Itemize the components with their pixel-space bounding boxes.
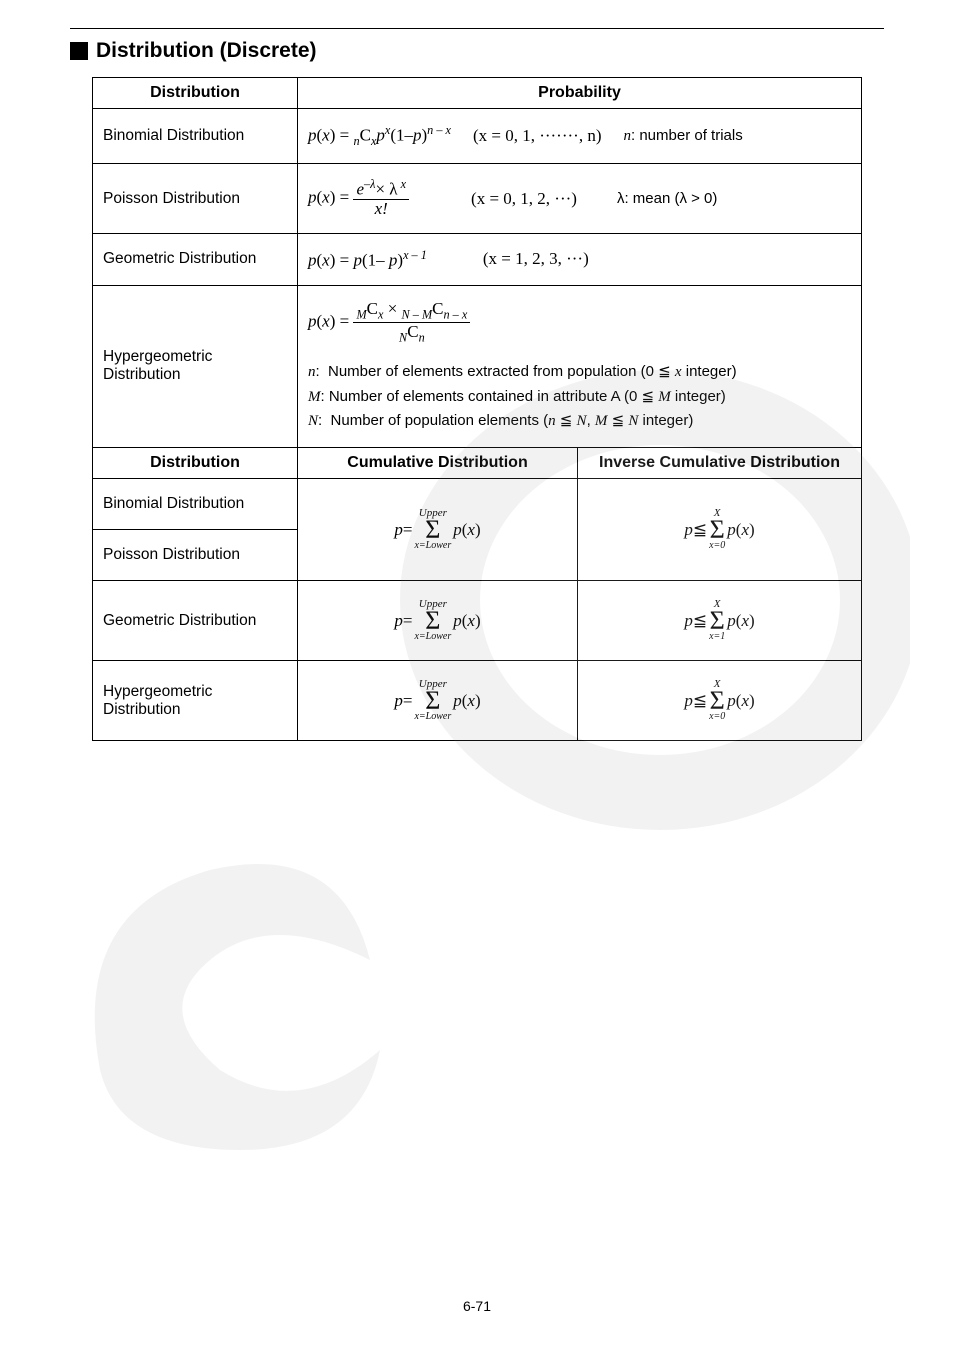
probability-table: Distribution Probability Binomial Distri…: [92, 77, 862, 741]
binomial-label: Binomial Distribution: [93, 109, 298, 164]
hyper-notes: n: Number of elements extracted from pop…: [308, 360, 851, 433]
table-row: Hypergeometric Distribution p = Upper Σ …: [93, 661, 862, 741]
table-row: Geometric Distribution p = Upper Σ x=Low…: [93, 581, 862, 661]
geometric-prob: p(x) = p(1– p)x – 1 (x = 1, 2, 3, ···): [298, 234, 862, 286]
table-header-row-2: Distribution Cumulative Distribution Inv…: [93, 448, 862, 479]
hyper-label-2: Hypergeometric Distribution: [93, 661, 298, 741]
poisson-formula: p(x) = e–λ× λ x x!: [308, 178, 409, 219]
sigma-lower: x=Lower: [414, 541, 451, 551]
table-row: Geometric Distribution p(x) = p(1– p)x –…: [93, 234, 862, 286]
header-cumulative: Cumulative Distribution: [298, 448, 578, 479]
hyper-note-m: M: Number of elements contained in attri…: [308, 385, 851, 409]
poisson-label: Poisson Distribution: [93, 164, 298, 234]
sigma-lower: x=0: [709, 541, 725, 551]
page-number: 6-71: [0, 1298, 954, 1314]
binomial-prob: p(x) = nCxpx(1–p)n – x (x = 0, 1, ······…: [298, 109, 862, 164]
binomial-poisson-icum: p ≦ X Σ x=0 p(x): [578, 479, 862, 581]
hyper-prob: p(x) = MCx × N – MCn – x NCn n: Number o…: [298, 285, 862, 447]
square-bullet-icon: [70, 42, 88, 60]
hyper-formula: p(x) = MCx × N – MCn – x NCn: [308, 300, 851, 345]
geometric-domain: (x = 1, 2, 3, ···): [483, 249, 589, 269]
header-probability: Probability: [298, 78, 862, 109]
poisson-domain: (x = 0, 1, 2, ···): [471, 189, 577, 209]
hyper-cum: p = Upper Σ x=Lower p(x): [298, 661, 578, 741]
table-row: Binomial Distribution p = Upper Σ x=Lowe…: [93, 479, 862, 530]
binomial-formula: p(x) = nCxpx(1–p)n – x: [308, 123, 451, 149]
header-distribution: Distribution: [93, 78, 298, 109]
poisson-note: λ: mean (λ > 0): [617, 190, 717, 207]
page-content: Distribution (Discrete) Distribution Pro…: [0, 0, 954, 741]
header-inverse-cumulative: Inverse Cumulative Distribution: [578, 448, 862, 479]
poisson-prob: p(x) = e–λ× λ x x! (x = 0, 1, 2, ···) λ:…: [298, 164, 862, 234]
section-title-text: Distribution (Discrete): [96, 39, 317, 63]
sigma-lower: x=0: [709, 712, 725, 722]
sigma-lower: x=Lower: [414, 712, 451, 722]
geometric-formula: p(x) = p(1– p)x – 1: [308, 248, 427, 271]
geometric-label: Geometric Distribution: [93, 234, 298, 286]
table-row: Hypergeometric Distribution p(x) = MCx ×…: [93, 285, 862, 447]
table-row: Binomial Distribution p(x) = nCxpx(1–p)n…: [93, 109, 862, 164]
binomial-domain: (x = 0, 1, ·······, n): [473, 126, 602, 146]
section-title: Distribution (Discrete): [70, 39, 884, 63]
hyper-icum: p ≦ X Σ x=0 p(x): [578, 661, 862, 741]
sigma-lower: x=Lower: [414, 632, 451, 642]
binomial-poisson-cum: p = Upper Σ x=Lower p(x): [298, 479, 578, 581]
geometric-cum: p = Upper Σ x=Lower p(x): [298, 581, 578, 661]
table-row: Poisson Distribution p(x) = e–λ× λ x x! …: [93, 164, 862, 234]
table-header-row: Distribution Probability: [93, 78, 862, 109]
binomial-note: n: number of trials: [624, 127, 743, 145]
binomial-label-2: Binomial Distribution: [93, 479, 298, 530]
hyper-note-N: N: Number of population elements (n ≦ N,…: [308, 409, 851, 433]
poisson-label-2: Poisson Distribution: [93, 530, 298, 581]
sigma-lower: x=1: [709, 632, 725, 642]
hyper-note-n: n: Number of elements extracted from pop…: [308, 360, 851, 384]
top-rule: [70, 28, 884, 29]
geometric-label-2: Geometric Distribution: [93, 581, 298, 661]
header-distribution-2: Distribution: [93, 448, 298, 479]
hyper-label: Hypergeometric Distribution: [93, 285, 298, 447]
geometric-icum: p ≦ X Σ x=1 p(x): [578, 581, 862, 661]
